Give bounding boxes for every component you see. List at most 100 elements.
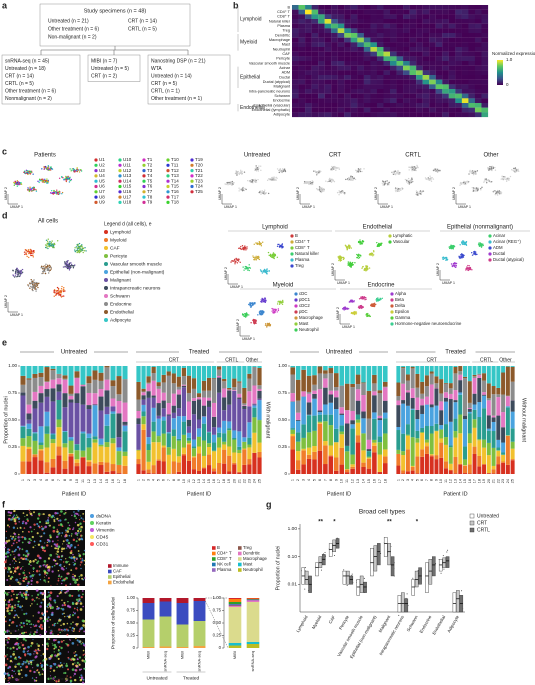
- bar-segment: [453, 366, 458, 367]
- bar-segment: [467, 413, 472, 434]
- x-tick-label: 17: [378, 479, 382, 483]
- stain-dot: [50, 584, 52, 586]
- cell-dot: [79, 248, 82, 251]
- heat-cell: [448, 79, 456, 85]
- legend-swatch: [104, 262, 108, 266]
- heat-cell: [357, 28, 364, 34]
- cell-dot: [333, 168, 335, 170]
- heat-cell: [435, 70, 443, 76]
- cell-dot: [80, 170, 83, 172]
- cell-dot: [448, 246, 450, 248]
- bar-segment: [32, 366, 38, 374]
- cell-dot: [74, 250, 77, 253]
- heat-cell: [429, 51, 436, 57]
- row-label: Neutrophil: [273, 47, 290, 51]
- bar-segment: [290, 436, 296, 450]
- heat-cell: [363, 103, 371, 108]
- bar-segment: [104, 367, 110, 380]
- cell-dot: [28, 251, 30, 253]
- heat-cell: [481, 56, 489, 62]
- legend-label: U4: [99, 173, 105, 178]
- bar-segment: [486, 415, 491, 429]
- heat-cell: [422, 33, 430, 38]
- bar-segment: [26, 419, 32, 424]
- bar-segment: [410, 366, 415, 369]
- heat-cell: [292, 79, 299, 85]
- cell-dot: [359, 240, 362, 243]
- bar-segment: [510, 366, 515, 367]
- bar-segment: [434, 366, 439, 377]
- legend-label: U1: [99, 157, 105, 162]
- heat-cell: [429, 14, 436, 20]
- stain-dot: [47, 568, 51, 572]
- cell-dot: [353, 300, 355, 302]
- legend-swatch: [294, 304, 298, 308]
- cell-dot: [65, 177, 67, 179]
- x-tick-label: 7: [323, 479, 327, 481]
- bar-segment: [222, 381, 227, 389]
- cell-dot: [29, 287, 31, 289]
- heat-cell: [396, 75, 404, 80]
- heat-cell: [292, 51, 299, 57]
- x-tick-label: 8: [329, 479, 333, 481]
- legend-swatch: [166, 200, 170, 204]
- cell-dot: [377, 298, 379, 301]
- bar-segment: [339, 425, 345, 432]
- bar-segment: [429, 454, 434, 456]
- bar-segment: [312, 430, 317, 447]
- cell-dot: [316, 171, 318, 174]
- cell-dot: [230, 183, 232, 185]
- bar-segment: [401, 368, 406, 384]
- heat-cell: [429, 19, 436, 24]
- cell-dot: [30, 171, 32, 173]
- label: CRT (n = 14): [128, 18, 157, 24]
- bar-segment: [44, 389, 50, 397]
- legend-label: T16: [171, 189, 179, 194]
- heat-cell: [363, 61, 371, 66]
- bar-segment: [350, 383, 355, 388]
- cell-dot: [73, 168, 75, 171]
- cell-dot: [32, 256, 34, 258]
- stain-dot: [60, 550, 63, 553]
- cell-dot: [240, 245, 242, 248]
- bar-segment: [477, 402, 482, 418]
- legend-label: Endothelial: [110, 309, 134, 315]
- label: CRTL: [405, 153, 421, 159]
- bar-segment: [86, 383, 92, 393]
- heat-cell: [298, 51, 306, 57]
- legend-swatch: [488, 234, 492, 238]
- cell-dot: [41, 180, 43, 183]
- bar-segment: [317, 366, 323, 374]
- bar-segment: [257, 390, 262, 399]
- cell-dot: [430, 180, 433, 182]
- row-label: Intra-pancreatic neurons: [249, 89, 290, 93]
- cell-dot: [344, 306, 346, 309]
- cell-dot: [239, 188, 242, 191]
- heat-cell: [442, 107, 449, 113]
- bar-segment: [372, 374, 377, 384]
- bar-segment: [306, 458, 312, 474]
- heat-cell: [292, 65, 299, 71]
- bar-segment: [237, 471, 242, 473]
- cell-dot: [85, 250, 87, 252]
- heat-cell: [448, 28, 456, 34]
- heat-cell: [481, 37, 489, 43]
- cell-dot: [56, 290, 59, 292]
- stain-dot: [18, 549, 21, 551]
- cell-dot: [467, 264, 469, 267]
- bar-segment: [463, 376, 468, 379]
- bar-segment: [482, 408, 487, 440]
- bar-segment: [176, 408, 181, 417]
- heat-cell: [370, 79, 378, 85]
- bar-segment: [104, 414, 110, 426]
- bar-segment: [196, 397, 202, 400]
- legend-label: Natural killer: [295, 251, 319, 256]
- legend-swatch: [104, 310, 108, 314]
- heat-cell: [422, 98, 430, 104]
- bar-segment: [501, 412, 506, 428]
- heat-cell: [442, 47, 449, 52]
- cell-dot: [56, 240, 59, 242]
- bar-segment: [86, 460, 92, 462]
- cell-dot: [371, 253, 373, 255]
- heat-cell: [461, 37, 469, 43]
